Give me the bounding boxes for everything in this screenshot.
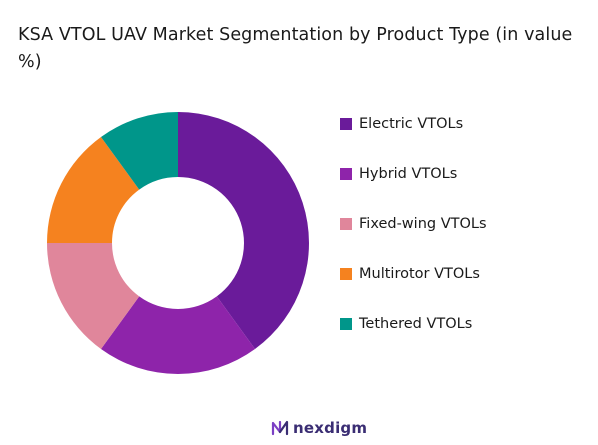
chart-title: KSA VTOL UAV Market Segmentation by Prod… xyxy=(18,25,573,72)
nexdigm-logo-icon xyxy=(271,420,289,436)
legend-swatch-fixed-wing-vtols xyxy=(340,218,352,230)
legend-swatch-electric-vtols xyxy=(340,118,352,130)
brand-name: nexdigm xyxy=(293,419,368,437)
brand-logo: nexdigm xyxy=(270,418,367,438)
donut-slice-tethered-vtols xyxy=(101,112,178,190)
legend-swatch-multirotor-vtols xyxy=(340,268,352,280)
donut-slice-hybrid-vtols xyxy=(101,296,255,375)
legend-label-electric-vtols: Electric VTOLs xyxy=(359,116,464,132)
legend-swatch-tethered-vtols xyxy=(340,318,352,330)
legend-item-multirotor-vtols: Multirotor VTOLs xyxy=(340,264,487,314)
legend-label-fixed-wing-vtols: Fixed-wing VTOLs xyxy=(359,216,487,232)
chart-legend: Electric VTOLs Hybrid VTOLs Fixed-wing V… xyxy=(340,114,487,364)
donut-slice-electric-vtols xyxy=(178,112,309,349)
legend-item-tethered-vtols: Tethered VTOLs xyxy=(340,314,487,364)
legend-label-multirotor-vtols: Multirotor VTOLs xyxy=(359,266,480,282)
legend-item-fixed-wing-vtols: Fixed-wing VTOLs xyxy=(340,214,487,264)
legend-label-hybrid-vtols: Hybrid VTOLs xyxy=(359,166,458,182)
legend-label-tethered-vtols: Tethered VTOLs xyxy=(359,316,473,332)
legend-item-electric-vtols: Electric VTOLs xyxy=(340,114,487,164)
legend-item-hybrid-vtols: Hybrid VTOLs xyxy=(340,164,487,214)
legend-swatch-hybrid-vtols xyxy=(340,168,352,180)
donut-slice-fixed-wing-vtols xyxy=(46,243,140,349)
donut-slice-multirotor-vtols xyxy=(47,137,140,243)
